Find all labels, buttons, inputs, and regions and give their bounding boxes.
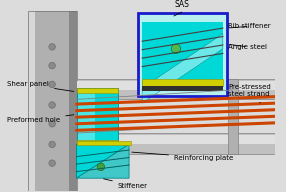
Bar — [138, 13, 227, 96]
Text: Angle steel: Angle steel — [229, 44, 267, 50]
Bar — [77, 79, 275, 99]
Polygon shape — [77, 144, 129, 178]
Circle shape — [49, 81, 55, 88]
Text: Preformed hole: Preformed hole — [7, 115, 74, 123]
Bar — [77, 88, 118, 93]
Text: Rib stiffener: Rib stiffener — [229, 23, 271, 29]
Bar — [77, 141, 131, 145]
Bar — [138, 13, 227, 96]
Text: SAS: SAS — [174, 0, 189, 9]
Text: Reinforcing plate: Reinforcing plate — [132, 152, 233, 161]
Bar — [28, 11, 35, 191]
Bar — [142, 22, 223, 88]
Bar — [69, 11, 77, 191]
Bar — [142, 79, 223, 86]
Circle shape — [49, 44, 55, 50]
Bar — [229, 79, 238, 154]
Circle shape — [49, 141, 55, 148]
Bar — [77, 135, 275, 144]
Text: Pre-stressed
steel strand: Pre-stressed steel strand — [229, 84, 271, 103]
Circle shape — [97, 163, 105, 171]
Text: Stiffener: Stiffener — [104, 179, 148, 189]
Polygon shape — [142, 34, 223, 103]
Bar — [77, 81, 275, 90]
Bar — [77, 140, 118, 144]
Circle shape — [49, 160, 55, 166]
Bar — [77, 88, 118, 144]
Bar — [78, 90, 95, 142]
Bar — [142, 86, 223, 91]
Circle shape — [171, 44, 181, 53]
Bar — [28, 11, 77, 191]
Bar — [77, 133, 275, 154]
Bar — [28, 11, 77, 191]
Text: Shear panel: Shear panel — [7, 81, 74, 91]
Circle shape — [49, 62, 55, 69]
Polygon shape — [77, 144, 129, 178]
Circle shape — [49, 102, 55, 108]
Circle shape — [49, 121, 55, 127]
